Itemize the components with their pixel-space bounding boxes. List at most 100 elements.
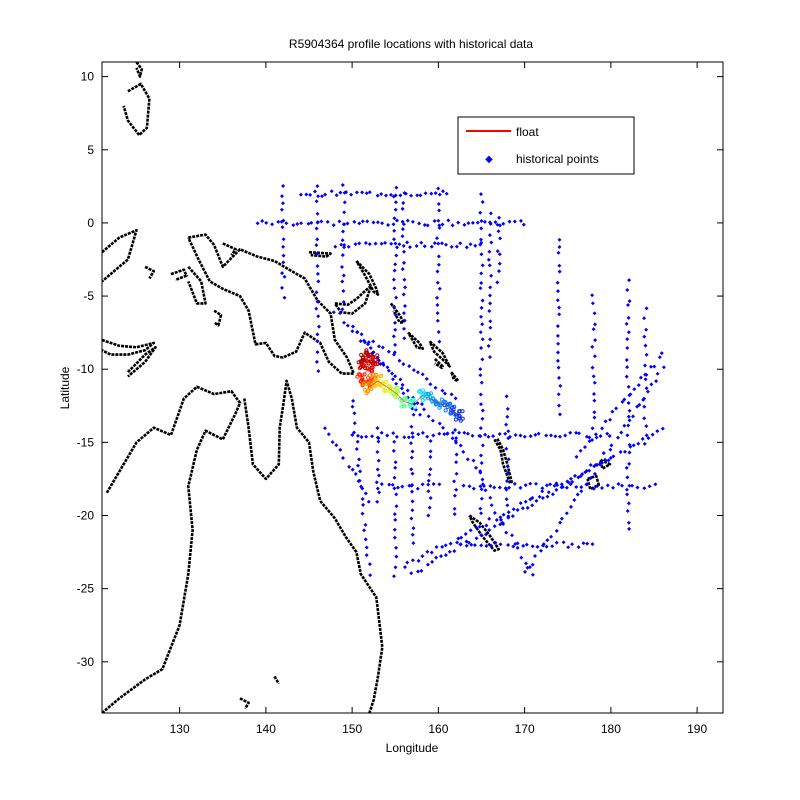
coastline-segment xyxy=(308,250,332,258)
historical-point xyxy=(625,509,630,513)
historical-point xyxy=(346,244,351,249)
historical-point xyxy=(570,542,575,547)
float-profile-point xyxy=(361,381,367,386)
historical-point xyxy=(415,486,420,491)
historical-point xyxy=(405,388,410,393)
historical-point xyxy=(626,330,631,335)
historical-point xyxy=(387,482,392,487)
x-tick-label: 150 xyxy=(342,722,362,736)
historical-point xyxy=(429,191,434,196)
float-profile-point xyxy=(366,361,371,366)
axes-frame xyxy=(101,61,724,714)
historical-point xyxy=(479,511,484,516)
historical-point xyxy=(515,545,520,550)
historical-point xyxy=(592,354,597,359)
coastline-segment xyxy=(468,514,500,552)
chart-title: R5904364 profile locations with historic… xyxy=(289,37,533,51)
historical-point xyxy=(480,200,485,204)
historical-point xyxy=(393,327,398,332)
historical-point xyxy=(503,431,508,436)
historical-point xyxy=(410,219,415,224)
historical-point xyxy=(407,483,412,488)
historical-point xyxy=(264,220,269,225)
historical-point xyxy=(501,221,506,226)
coastline-segment xyxy=(450,371,460,383)
historical-point xyxy=(428,496,433,500)
historical-point xyxy=(544,544,549,549)
historical-point xyxy=(255,221,260,226)
historical-point xyxy=(422,244,427,249)
historical-point xyxy=(479,240,484,245)
historical-point xyxy=(483,432,488,437)
historical-point xyxy=(487,263,492,268)
historical-point xyxy=(478,373,483,378)
historical-point xyxy=(557,263,562,268)
historical-point xyxy=(342,200,347,205)
historical-point xyxy=(475,220,480,225)
historical-point xyxy=(479,192,483,197)
historical-point xyxy=(342,245,347,250)
historical-point xyxy=(558,434,562,439)
historical-point xyxy=(394,185,399,190)
historical-point xyxy=(393,465,398,470)
historical-point xyxy=(397,358,402,363)
historical-point xyxy=(540,486,545,491)
coastline-segment xyxy=(144,265,156,280)
historical-point xyxy=(493,220,498,225)
historical-point xyxy=(314,199,319,204)
coastline-segment xyxy=(273,675,280,685)
historical-point xyxy=(364,553,369,558)
float-profile-point xyxy=(419,395,424,400)
historical-point xyxy=(402,435,407,440)
historical-point xyxy=(402,249,406,254)
historical-point xyxy=(425,223,430,228)
historical-point xyxy=(554,540,559,545)
historical-point xyxy=(410,508,415,513)
historical-point xyxy=(365,219,370,224)
historical-point xyxy=(400,267,405,272)
historical-point xyxy=(457,430,462,435)
historical-point xyxy=(468,528,473,533)
historical-point xyxy=(370,434,375,439)
historical-point xyxy=(456,220,461,225)
float-profile-point xyxy=(374,374,379,379)
float-profile-point xyxy=(378,374,383,379)
float-profile-point xyxy=(369,368,374,373)
historical-point xyxy=(454,244,459,249)
historical-point xyxy=(393,460,398,465)
historical-point xyxy=(479,226,484,231)
historical-point xyxy=(381,361,386,366)
coastline-segment xyxy=(493,437,513,485)
historical-point xyxy=(409,467,414,472)
legend-historical-label: historical points xyxy=(516,152,599,166)
historical-point xyxy=(477,433,482,438)
float-profile-point xyxy=(412,405,418,410)
x-tick-label: 130 xyxy=(170,722,190,736)
historical-point xyxy=(331,223,336,228)
historical-point xyxy=(473,243,478,248)
float-profile-point xyxy=(367,373,372,378)
historical-point xyxy=(338,190,343,195)
historical-point xyxy=(358,339,363,344)
historical-point xyxy=(401,201,406,205)
historical-point xyxy=(452,512,457,517)
float-profile-point xyxy=(358,378,363,384)
historical-point xyxy=(315,237,320,242)
historical-point xyxy=(315,211,320,216)
coastlines xyxy=(102,62,612,713)
historical-point xyxy=(410,532,415,537)
y-tick-label: -15 xyxy=(77,435,95,449)
historical-point xyxy=(375,193,380,198)
historical-point xyxy=(385,433,390,438)
historical-point xyxy=(555,280,560,285)
historical-point xyxy=(339,242,344,247)
coastline-segment xyxy=(428,340,451,368)
historical-point xyxy=(426,478,431,483)
historical-point xyxy=(391,377,395,382)
historical-point xyxy=(379,430,384,435)
float-profile-point xyxy=(364,348,369,353)
historical-point xyxy=(488,221,493,226)
historical-point xyxy=(342,222,347,227)
historical-point xyxy=(479,461,484,465)
historical-point xyxy=(449,244,454,249)
